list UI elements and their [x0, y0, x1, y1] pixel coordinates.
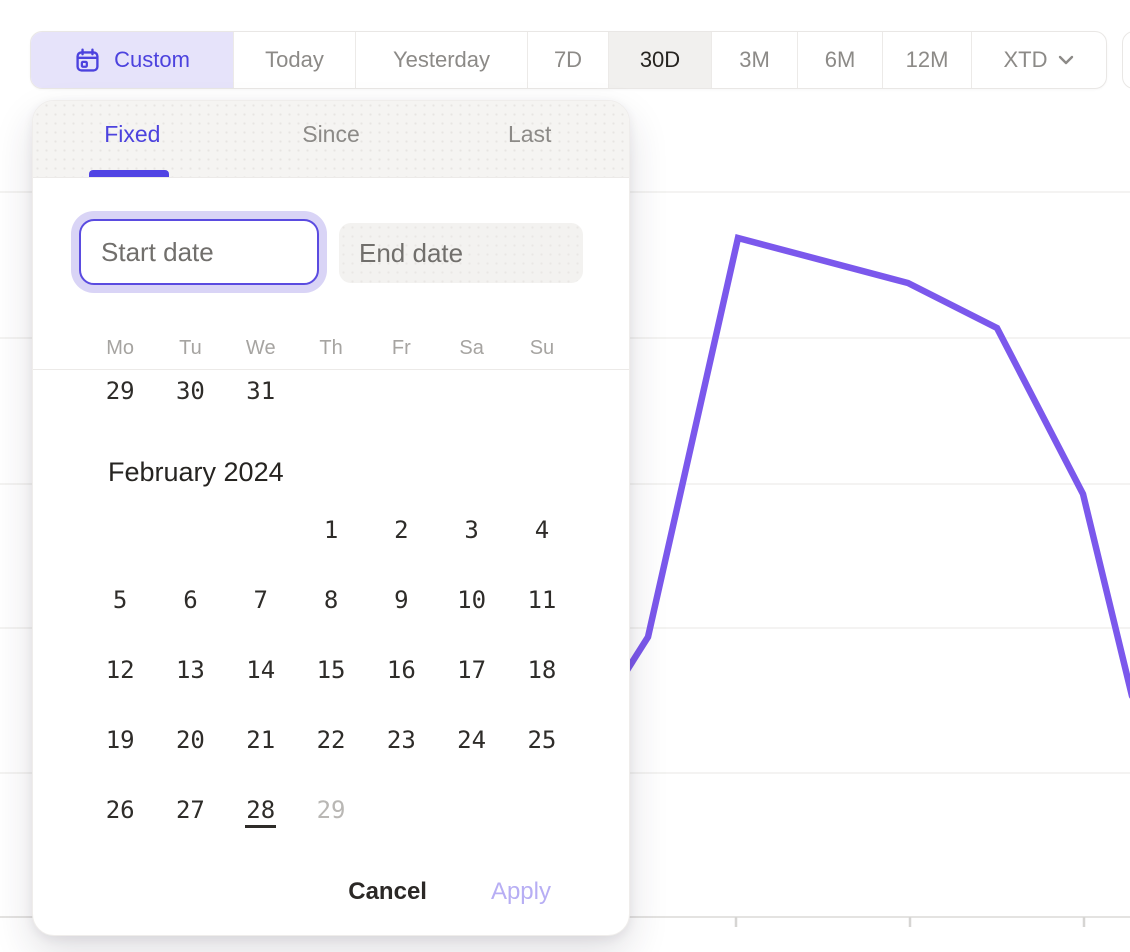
calendar-week-row: 26 27 28 29	[85, 790, 577, 830]
date-cell[interactable]: 9	[394, 586, 409, 614]
date-cell[interactable]: 24	[457, 726, 487, 754]
weekday-su: Su	[529, 337, 555, 359]
datepicker-popover: Fixed Since Last Mo Tu We Th Fr Sa Su 29…	[32, 100, 630, 936]
date-cell[interactable]: 18	[527, 656, 557, 684]
datepicker-footer: Cancel Apply	[33, 867, 629, 917]
range-button-xtd[interactable]: XTD	[972, 32, 1105, 88]
date-cell[interactable]: 23	[386, 726, 416, 754]
date-cell[interactable]: 29	[105, 377, 135, 405]
weekday-fr: Fr	[391, 337, 411, 359]
weekday-we: We	[245, 337, 276, 359]
range-button-today[interactable]: Today	[234, 32, 356, 88]
weekday-header-row: Mo Tu We Th Fr Sa Su	[85, 337, 577, 363]
cancel-button[interactable]: Cancel	[348, 878, 427, 905]
tab-since[interactable]: Since	[302, 120, 360, 147]
datepicker-tabs: Fixed Since Last	[33, 101, 629, 178]
date-cell-underlined[interactable]: 28	[226, 790, 296, 830]
date-cell[interactable]: 11	[527, 586, 557, 614]
range-button-30d[interactable]: 30D	[609, 32, 712, 88]
date-cell[interactable]: 12	[105, 656, 135, 684]
tab-fixed[interactable]: Fixed	[104, 120, 161, 147]
range-button-custom[interactable]: Custom	[31, 32, 234, 88]
active-tab-indicator	[89, 170, 169, 177]
calendar-week-row: 5 6 7 8 9 10 11	[85, 580, 577, 620]
date-cell[interactable]: 7	[253, 586, 268, 614]
weekday-mo: Mo	[106, 337, 135, 359]
date-cell[interactable]: 21	[246, 726, 276, 754]
date-cell[interactable]: 17	[457, 656, 487, 684]
calendar-week-row: 19 20 21 22 23 24 25	[85, 720, 577, 760]
calendar-row-january-partial: 29 30 31	[85, 373, 577, 409]
date-cell[interactable]: 1	[323, 516, 339, 544]
end-date-input[interactable]	[339, 223, 583, 283]
date-cell[interactable]: 13	[175, 656, 205, 684]
date-cell[interactable]: 20	[175, 726, 205, 754]
calendar-week-row: 1 2 3 4	[85, 510, 577, 550]
date-cell[interactable]: 25	[527, 726, 557, 754]
date-cell[interactable]: 2	[394, 516, 409, 544]
month-heading: February 2024	[108, 457, 284, 487]
date-cell[interactable]: 30	[175, 377, 205, 405]
range-button-12m[interactable]: 12M	[883, 32, 972, 88]
date-cell[interactable]: 27	[175, 796, 205, 824]
date-cell[interactable]: 31	[246, 377, 276, 405]
date-cell[interactable]: 8	[323, 586, 339, 614]
range-button-6m[interactable]: 6M	[798, 32, 883, 88]
start-date-input[interactable]	[79, 219, 319, 285]
date-cell[interactable]: 26	[105, 796, 135, 824]
calendar-divider	[33, 369, 629, 370]
date-cell[interactable]: 22	[316, 726, 346, 754]
date-cell[interactable]: 15	[316, 656, 346, 684]
date-range-toolbar: Custom Today Yesterday 7D 30D 3M 6M 12M …	[30, 31, 1107, 89]
apply-button[interactable]: Apply	[490, 878, 551, 905]
date-cell[interactable]: 3	[464, 516, 479, 544]
weekday-sa: Sa	[459, 337, 484, 359]
date-cell[interactable]: 6	[183, 586, 198, 614]
weekday-tu: Tu	[179, 337, 202, 359]
weekday-th: Th	[319, 337, 343, 359]
date-cell[interactable]: 5	[112, 586, 128, 614]
date-cell[interactable]: 10	[457, 586, 487, 614]
date-cell[interactable]: 19	[105, 726, 135, 754]
range-button-7d[interactable]: 7D	[528, 32, 609, 88]
calendar-week-row: 12 13 14 15 16 17 18	[85, 650, 577, 690]
toolbar-overflow-button-partial[interactable]	[1122, 31, 1130, 89]
range-button-yesterday[interactable]: Yesterday	[356, 32, 528, 88]
date-cell[interactable]: 14	[246, 656, 276, 684]
chevron-down-icon	[1058, 55, 1074, 65]
date-cell-disabled: 29	[316, 796, 346, 824]
range-button-3m[interactable]: 3M	[712, 32, 798, 88]
chart-series-line	[620, 233, 1130, 699]
calendar-icon	[76, 48, 99, 72]
tab-last[interactable]: Last	[507, 120, 552, 147]
date-cell[interactable]: 16	[386, 656, 416, 684]
range-label-custom: Custom	[114, 47, 190, 72]
date-cell[interactable]: 4	[534, 516, 550, 544]
